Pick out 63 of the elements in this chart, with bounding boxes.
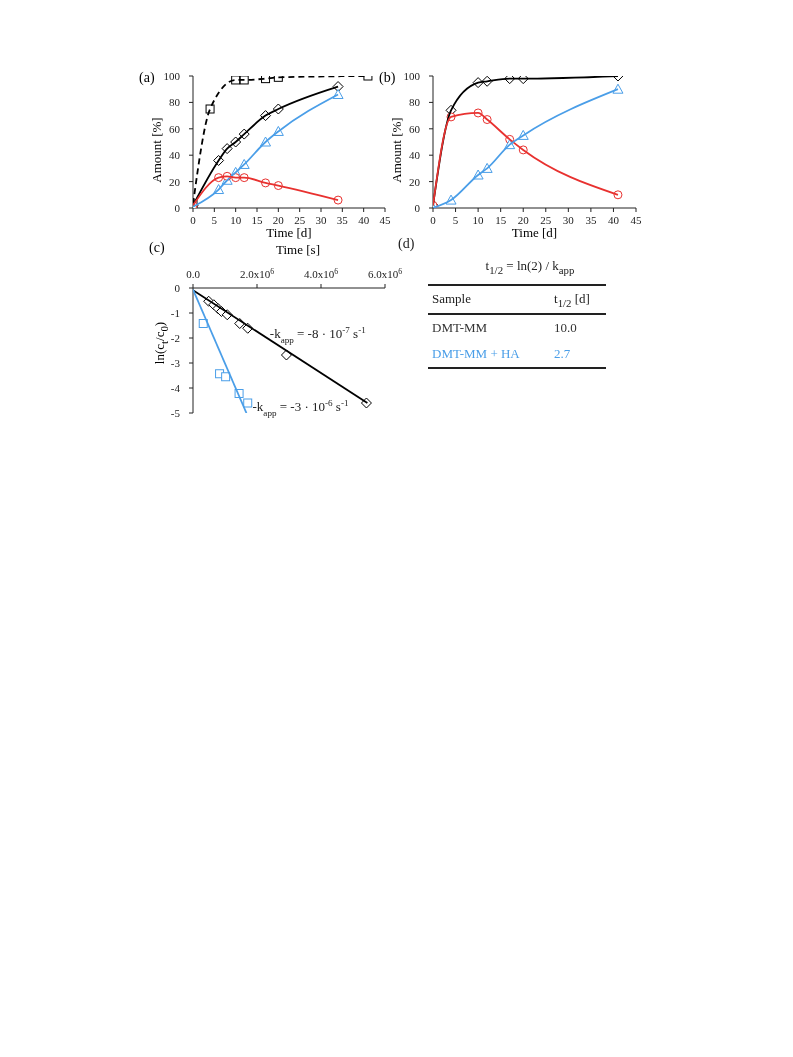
x-tick-label: 20	[272, 214, 285, 226]
y-tick-label: -2	[170, 332, 180, 344]
y-tick-label: -1	[170, 307, 180, 319]
point	[221, 372, 231, 382]
text: t$_{1/2}$ [d]	[553, 289, 591, 311]
x-tick-label: 20	[517, 214, 530, 226]
x-tick-label: 15	[251, 214, 263, 226]
x-tick-label: 6.0x10$^{6}$	[367, 266, 403, 280]
x-tick-label: 0	[190, 214, 197, 226]
x-tick-label: 40	[607, 214, 620, 226]
x-axis-title: Time [d]	[265, 225, 313, 241]
x-tick-label: 40	[358, 214, 370, 226]
point	[243, 398, 253, 408]
x-tick-label: 10	[230, 214, 242, 226]
x-tick-label: 4.0x10$^{6}$	[303, 266, 339, 280]
y-tick-label: 80	[409, 96, 421, 109]
x-axis-title: Time [d]	[510, 225, 559, 241]
y-tick-label: 0	[174, 202, 181, 214]
x-tick-label: 45	[379, 214, 391, 226]
x-tick-label: 35	[585, 214, 597, 226]
y-tick-label: 20	[169, 175, 181, 188]
y-tick-label: 40	[169, 149, 181, 162]
y-tick-label: 60	[409, 122, 421, 135]
text: t$_{1/2}$ = ln(2) / k$_{app}$	[484, 258, 576, 276]
y-tick-label: 80	[169, 96, 181, 109]
y-tick-label: 0	[414, 202, 421, 214]
y-tick-label: -4	[170, 382, 181, 394]
text: (d)	[398, 236, 415, 252]
x-tick-label: 2.0x10$^{6}$	[239, 266, 275, 280]
y-tick-label: 40	[409, 149, 421, 162]
annotation: (b)	[379, 70, 396, 86]
x-tick-label: 0.0	[186, 268, 201, 280]
x-tick-label: 35	[336, 214, 349, 226]
x-tick-label: 25	[540, 214, 552, 226]
x-tick-label: 0	[430, 214, 437, 226]
text: 10.0	[554, 320, 577, 336]
x-tick-label: 10	[472, 214, 485, 226]
x-tick-label: 5	[452, 214, 459, 226]
x-tick-label: 5	[211, 214, 218, 226]
x-tick-label: 15	[495, 214, 507, 226]
y-axis-title: Amount [%]	[389, 117, 405, 183]
y-tick-label: -3	[170, 357, 181, 369]
x-tick-label: 25	[294, 214, 306, 226]
annotation: -k$_{app}$ = -8 · 10$^{-7}$ s$^{-1}$	[269, 325, 366, 346]
text: (a)	[139, 70, 155, 86]
x-axis-title: Time [s]	[275, 242, 321, 258]
y-tick-label: -5	[170, 407, 181, 419]
y-tick-label: 20	[409, 175, 421, 188]
x-tick-label: 45	[630, 214, 642, 226]
annotation: -k$_{app}$ = -3 · 10$^{-6}$ s$^{-1}$	[252, 397, 349, 418]
text: 2.7	[554, 346, 571, 362]
y-axis-title: Amount [%]	[149, 117, 165, 183]
x-tick-label: 30	[562, 214, 575, 226]
category-label: DMT-MM	[431, 319, 489, 338]
text: Sample	[431, 290, 472, 309]
x-tick-label: 30	[315, 214, 327, 226]
category-label: DMT-MM + HA	[431, 345, 521, 364]
y-tick-label: 60	[169, 122, 181, 135]
y-tick-label: 0	[174, 282, 181, 294]
point	[280, 349, 292, 361]
y-tick-label: 100	[163, 70, 181, 82]
text: (c)	[149, 240, 165, 256]
y-tick-label: 100	[403, 70, 421, 82]
